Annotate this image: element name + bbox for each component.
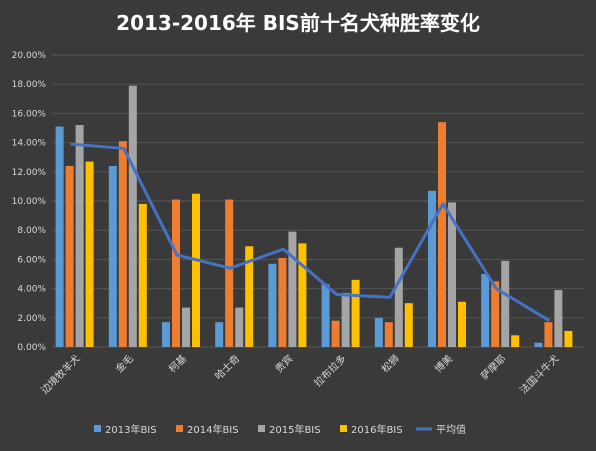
legend-swatch [258, 425, 265, 432]
bar-2-7 [384, 322, 393, 347]
category-label: 金毛 [113, 352, 136, 375]
bar-4-4 [245, 246, 254, 347]
category-label: 边境牧羊犬 [38, 352, 83, 397]
bar-2-2 [118, 141, 127, 347]
bar-2-5 [278, 257, 287, 347]
category-label: 哈士奇 [212, 352, 242, 382]
bar-4-9 [511, 335, 520, 347]
legend-swatch [94, 425, 101, 432]
bar-3-5 [288, 231, 297, 347]
y-tick-label: 18.00% [12, 80, 47, 90]
bar-4-5 [298, 243, 307, 347]
bar-1-7 [374, 317, 383, 347]
category-label: 萨摩耶 [478, 352, 508, 382]
bar-4-10 [564, 330, 573, 347]
bar-4-6 [351, 279, 360, 347]
category-label: 松狮 [379, 352, 402, 375]
y-tick-label: 2.00% [17, 314, 46, 324]
bar-3-9 [501, 260, 510, 347]
bar-2-6 [331, 320, 340, 347]
bar-1-9 [481, 274, 490, 347]
bar-3-1 [75, 125, 84, 347]
bar-3-8 [448, 202, 456, 347]
bar-3-7 [394, 247, 403, 347]
bar-2-3 [172, 199, 180, 347]
legend-swatch [176, 425, 183, 432]
legend-label: 2013年BIS [105, 423, 157, 436]
category-label: 博美 [432, 352, 455, 375]
bar-2-10 [544, 322, 553, 347]
bar-3-6 [341, 292, 350, 347]
legend-swatch [340, 425, 347, 432]
category-label: 拉布拉多 [311, 352, 348, 389]
y-tick-label: 8.00% [17, 226, 46, 236]
legend-label: 平均值 [436, 423, 466, 436]
bar-1-3 [162, 322, 170, 347]
y-tick-label: 20.00% [12, 51, 47, 61]
bar-1-2 [108, 165, 117, 347]
bar-2-1 [65, 165, 74, 347]
chart-title: 2013-2016年 BIS前十名犬种胜率变化 [116, 11, 480, 35]
y-tick-label: 0.00% [17, 343, 46, 353]
legend-label: 2015年BIS [269, 423, 321, 436]
y-tick-label: 16.00% [12, 109, 47, 119]
y-tick-label: 10.00% [12, 197, 47, 207]
bar-3-4 [235, 307, 244, 347]
category-label: 柯基 [166, 352, 189, 375]
bar-3-2 [128, 85, 137, 347]
bar-1-1 [55, 126, 64, 347]
bar-4-3 [192, 193, 200, 347]
bar-4-2 [138, 203, 147, 347]
y-tick-label: 4.00% [17, 285, 46, 295]
y-tick-label: 6.00% [17, 255, 46, 265]
bar-1-4 [215, 322, 224, 347]
bar-2-9 [491, 281, 500, 347]
bar-1-8 [428, 190, 436, 347]
bar-4-1 [85, 161, 94, 347]
bar-4-7 [404, 303, 413, 347]
category-label: 贵宾 [272, 352, 295, 375]
bar-1-10 [534, 342, 543, 347]
bar-3-3 [182, 307, 190, 347]
y-tick-label: 14.00% [12, 139, 47, 149]
bar-1-5 [268, 263, 277, 347]
legend-label: 2016年BIS [351, 423, 403, 436]
y-tick-label: 12.00% [12, 168, 47, 178]
legend-label: 2014年BIS [187, 423, 239, 436]
bar-1-6 [321, 284, 330, 347]
category-label: 法国斗牛犬 [517, 352, 562, 397]
bar-3-10 [554, 290, 563, 347]
bar-4-8 [458, 301, 466, 347]
bar-2-4 [225, 199, 234, 347]
average-line [70, 142, 551, 323]
bar-2-8 [438, 122, 446, 347]
